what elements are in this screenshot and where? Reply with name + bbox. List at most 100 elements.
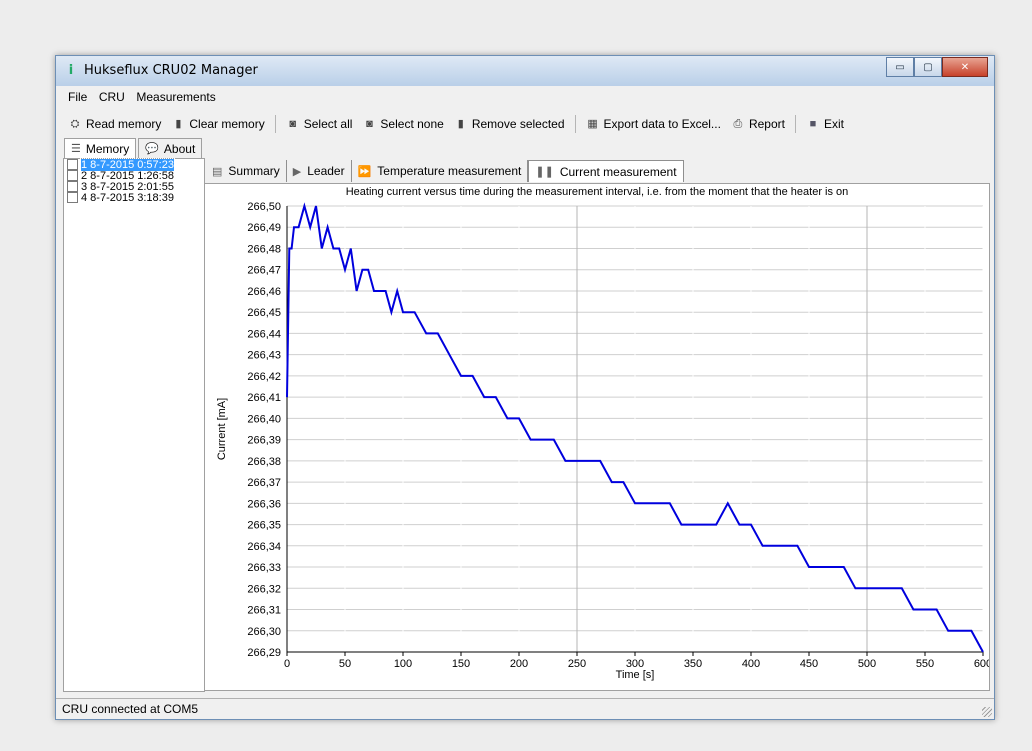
list-item[interactable]: 4 8-7-2015 3:18:39: [64, 191, 204, 204]
menu-file[interactable]: File: [68, 90, 88, 104]
select-all-button[interactable]: ◙ Select all: [286, 117, 353, 131]
binoculars-icon: ⛭: [70, 118, 80, 130]
item-checkbox[interactable]: [67, 181, 78, 192]
select-all-label: Select all: [303, 117, 353, 131]
list-item-label: 4 8-7-2015 3:18:39: [81, 191, 174, 204]
trash-icon: ▮: [175, 118, 182, 130]
y-tick-label: 266,44: [247, 328, 281, 340]
list-icon: ☰: [71, 143, 81, 155]
list-item[interactable]: 2 8-7-2015 1:26:58: [64, 169, 204, 182]
tab-current[interactable]: ❚❚ Current measurement: [528, 160, 684, 182]
maximize-button[interactable]: ▢: [914, 57, 942, 77]
current-chart: 266,50 266,49 266,48 266,47 266,46 266,45 266,…: [216, 201, 989, 681]
export-excel-label: Export data to Excel...: [603, 117, 721, 131]
x-tick-label: 450: [800, 658, 818, 670]
x-tick-label: 250: [568, 658, 586, 670]
toolbar-separator: [794, 115, 796, 133]
export-excel-button[interactable]: ▦ Export data to Excel...: [586, 117, 721, 131]
play-bar-icon: ▶: [292, 165, 302, 178]
y-tick-label: 266,45: [247, 307, 281, 319]
exit-label: Exit: [823, 117, 844, 131]
x-tick-label: 500: [858, 658, 876, 670]
item-checkbox[interactable]: [67, 159, 78, 170]
y-tick-label: 266,48: [247, 243, 281, 255]
x-tick-label: 200: [510, 658, 528, 670]
list-item[interactable]: 1 8-7-2015 0:57:23: [64, 157, 204, 172]
y-tick-label: 266,33: [247, 562, 281, 574]
tab-summary[interactable]: ▤ Summary: [206, 160, 287, 182]
y-tick-label: 266,43: [247, 350, 281, 362]
select-none-icon: ◙: [366, 118, 373, 130]
item-checkbox[interactable]: [67, 170, 78, 181]
y-tick-label: 266,42: [247, 371, 281, 383]
menu-bar: File CRU Measurements: [56, 87, 994, 107]
tab-about[interactable]: 💬 About: [138, 138, 203, 158]
tab-temperature-label: Temperature measurement: [377, 164, 522, 178]
title-bar[interactable]: i Hukseflux CRU02 Manager ▭ ▢ ✕: [56, 56, 994, 86]
toolbar: ⛭ Read memory ▮ Clear memory ◙ Select all ◙…: [56, 112, 994, 136]
window-title: Hukseflux CRU02 Manager: [84, 63, 258, 78]
x-tick-label: 0: [284, 658, 290, 670]
report-button[interactable]: ⎙ Report: [731, 117, 785, 131]
tab-about-label: About: [163, 141, 196, 156]
x-axis-label: Time [s]: [616, 669, 655, 681]
right-tab-strip: ▤ Summary ▶ Leader ⏩ Temperature measuremen…: [206, 160, 684, 182]
close-button[interactable]: ✕: [942, 57, 988, 77]
summary-icon: ▤: [212, 165, 223, 178]
fast-forward-icon: ⏩: [357, 165, 372, 178]
list-item[interactable]: 3 8-7-2015 2:01:55: [64, 181, 204, 193]
read-memory-label: Read memory: [86, 117, 162, 131]
left-tab-strip: ☰ Memory 💬 About: [64, 138, 204, 158]
menu-cru[interactable]: CRU: [98, 90, 125, 104]
chart-panel: Heating current versus time during the m…: [204, 183, 990, 691]
chart-title: Heating current versus time during the m…: [345, 186, 849, 198]
x-tick-label: 300: [626, 658, 644, 670]
app-window: i Hukseflux CRU02 Manager ▭ ▢ ✕ File CRU…: [55, 55, 995, 720]
clear-memory-button[interactable]: ▮ Clear memory: [171, 117, 264, 131]
y-tick-label: 266,31: [247, 605, 281, 617]
tab-memory-label: Memory: [85, 141, 130, 156]
y-axis-label: Current [mA]: [216, 398, 228, 460]
clear-memory-label: Clear memory: [189, 117, 265, 131]
y-tick-label: 266,49: [247, 222, 281, 234]
select-all-icon: ◙: [289, 118, 297, 130]
y-tick-label: 266,46: [247, 286, 281, 298]
x-tick-label: 150: [452, 658, 470, 670]
item-checkbox[interactable]: [67, 192, 78, 203]
y-tick-label: 266,39: [247, 435, 281, 447]
x-tick-label: 350: [684, 658, 702, 670]
status-text: CRU connected at COM5: [62, 702, 199, 716]
pause-icon: ❚❚: [535, 166, 554, 178]
read-memory-button[interactable]: ⛭ Read memory: [68, 117, 162, 131]
tab-temperature[interactable]: ⏩ Temperature measurement: [352, 160, 529, 182]
select-none-label: Select none: [380, 117, 444, 131]
y-tick-label: 266,38: [247, 456, 281, 468]
close-icon: ✕: [960, 61, 970, 73]
toolbar-separator: [274, 115, 276, 133]
menu-measurements[interactable]: Measurements: [136, 90, 216, 104]
remove-selected-button[interactable]: ▮ Remove selected: [454, 117, 565, 131]
y-tick-label: 266,37: [247, 477, 281, 489]
tab-summary-label: Summary: [228, 164, 280, 178]
tab-memory[interactable]: ☰ Memory: [64, 138, 137, 158]
y-tick-label: 266,35: [247, 520, 281, 532]
list-item-label: 2 8-7-2015 1:26:58: [81, 169, 174, 182]
tab-leader[interactable]: ▶ Leader: [287, 160, 352, 182]
minimize-button[interactable]: ▭: [886, 57, 914, 77]
y-tick-label: 266,41: [247, 392, 281, 404]
resize-grip-icon[interactable]: [982, 707, 992, 717]
tab-current-label: Current measurement: [559, 164, 677, 179]
speech-bubble-icon: 💬: [145, 143, 159, 155]
y-tick-label: 266,36: [247, 498, 281, 510]
list-item-label: 1 8-7-2015 0:57:23: [80, 157, 175, 172]
spreadsheet-icon: ▦: [587, 118, 598, 130]
y-tick-label: 266,40: [247, 413, 281, 425]
x-tick-label: 550: [916, 658, 934, 670]
y-tick-label: 266,47: [247, 265, 281, 277]
exit-button[interactable]: ■ Exit: [806, 117, 844, 131]
select-none-button[interactable]: ◙ Select none: [362, 117, 444, 131]
y-tick-label: 266,34: [247, 541, 281, 553]
x-tick-label: 600: [974, 658, 989, 670]
x-tick-label: 50: [339, 658, 351, 670]
measurement-list: 1 8-7-2015 0:57:23 2 8-7-2015 1:26:58 3 …: [63, 157, 205, 692]
